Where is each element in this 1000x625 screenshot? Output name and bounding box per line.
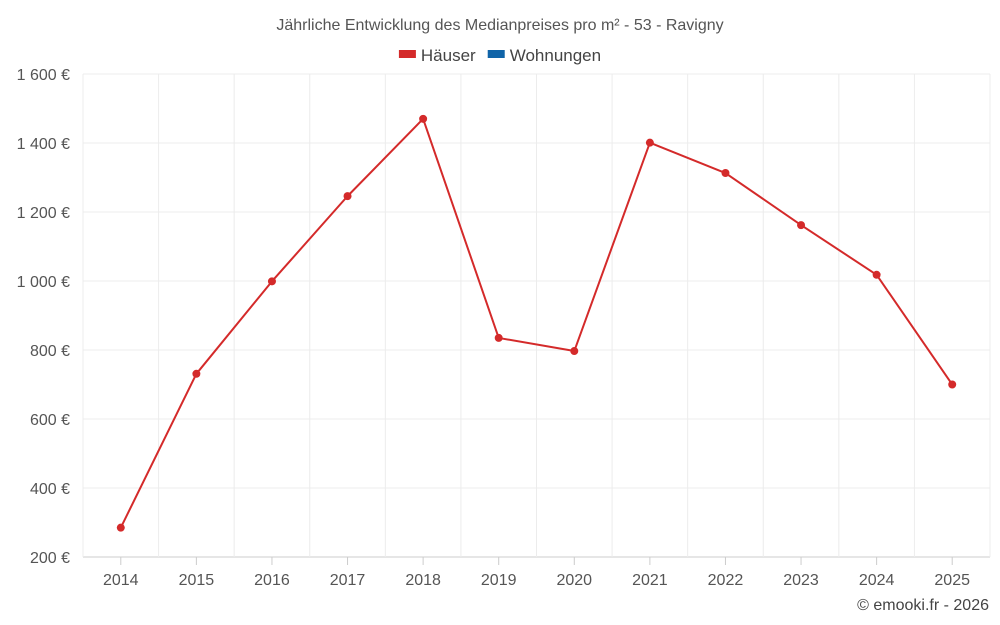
legend-item[interactable]: Wohnungen: [487, 46, 601, 65]
legend-swatch: [398, 50, 416, 58]
legend-label: Häuser: [421, 46, 476, 65]
data-point[interactable]: [494, 333, 503, 342]
x-tick-label: 2024: [859, 572, 895, 589]
x-tick-label: 2019: [481, 572, 517, 589]
x-axis-ticks: 2014 2015 2016 2017 2018 2019 2020 2021 2022 2023…: [103, 572, 970, 589]
y-tick-label: 1 200 €: [17, 205, 70, 222]
data-point[interactable]: [343, 192, 352, 201]
x-tick-label: 2015: [179, 572, 215, 589]
data-point[interactable]: [797, 221, 806, 230]
legend-label: Wohnungen: [510, 46, 601, 65]
grid: [82, 73, 991, 565]
series-group: [116, 114, 957, 532]
legend-item[interactable]: Häuser: [398, 46, 476, 65]
data-point[interactable]: [570, 347, 579, 356]
x-tick-label: 2023: [783, 572, 819, 589]
data-point[interactable]: [192, 369, 201, 378]
data-point[interactable]: [872, 270, 881, 279]
data-point[interactable]: [948, 380, 957, 389]
data-point[interactable]: [645, 138, 654, 147]
x-tick-label: 2022: [708, 572, 744, 589]
chart-title: Jährliche Entwicklung des Medianpreises …: [276, 17, 723, 34]
legend: Häuser Wohnungen: [398, 46, 601, 65]
y-tick-label: 800 €: [30, 343, 70, 360]
y-axis-ticks: 200 € 400 € 600 € 800 € 1 000 € 1 200 € 1 400 …: [17, 67, 70, 567]
x-tick-label: 2014: [103, 572, 139, 589]
y-tick-label: 1 600 €: [17, 67, 70, 84]
x-tick-label: 2025: [934, 572, 970, 589]
data-point[interactable]: [116, 523, 125, 532]
y-tick-label: 200 €: [30, 550, 70, 567]
x-tick-label: 2020: [556, 572, 592, 589]
x-tick-label: 2016: [254, 572, 290, 589]
y-tick-label: 400 €: [30, 481, 70, 498]
x-tick-label: 2017: [330, 572, 366, 589]
y-tick-label: 1 000 €: [17, 274, 70, 291]
legend-swatch: [487, 50, 505, 58]
series-line: [119, 117, 954, 529]
x-tick-label: 2021: [632, 572, 668, 589]
data-point[interactable]: [419, 114, 428, 123]
y-tick-label: 1 400 €: [17, 136, 70, 153]
data-point[interactable]: [267, 277, 276, 286]
y-tick-label: 600 €: [30, 412, 70, 429]
credit-text: © emooki.fr - 2026: [857, 597, 989, 614]
data-point[interactable]: [721, 169, 730, 178]
x-tick-label: 2018: [405, 572, 441, 589]
